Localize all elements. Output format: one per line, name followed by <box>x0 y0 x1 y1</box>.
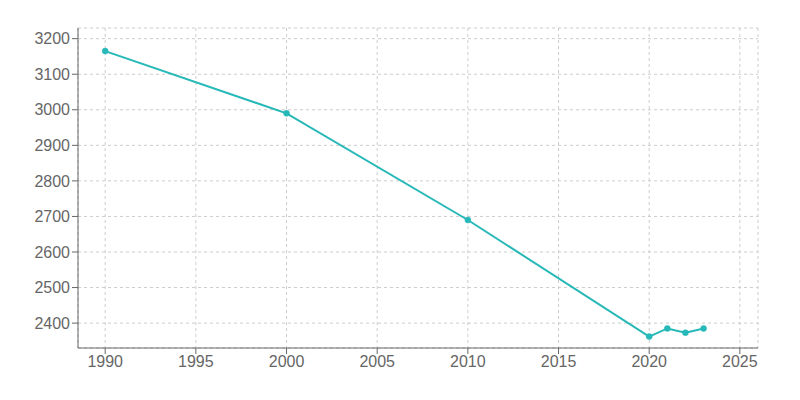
svg-text:2600: 2600 <box>34 244 70 261</box>
svg-text:2025: 2025 <box>722 353 758 370</box>
svg-text:3200: 3200 <box>34 30 70 47</box>
svg-text:1990: 1990 <box>87 353 123 370</box>
svg-text:2900: 2900 <box>34 137 70 154</box>
svg-text:2020: 2020 <box>631 353 667 370</box>
svg-text:3100: 3100 <box>34 66 70 83</box>
svg-text:3000: 3000 <box>34 101 70 118</box>
svg-text:2015: 2015 <box>541 353 577 370</box>
svg-text:2010: 2010 <box>450 353 486 370</box>
svg-text:2400: 2400 <box>34 315 70 332</box>
svg-text:2005: 2005 <box>359 353 395 370</box>
svg-text:2000: 2000 <box>269 353 305 370</box>
svg-text:2700: 2700 <box>34 208 70 225</box>
svg-text:1995: 1995 <box>178 353 214 370</box>
svg-text:2500: 2500 <box>34 279 70 296</box>
svg-text:2800: 2800 <box>34 173 70 190</box>
